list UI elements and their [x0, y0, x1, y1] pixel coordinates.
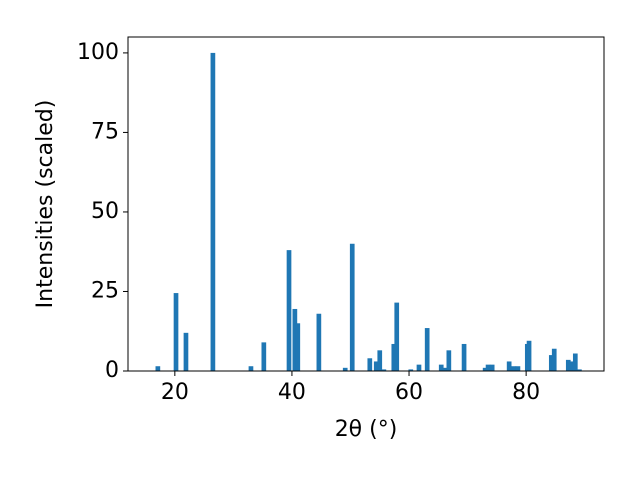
bar [424, 328, 430, 371]
bar [526, 340, 532, 371]
bar [438, 364, 444, 371]
bar [261, 342, 267, 371]
y-tick-label: 75 [91, 119, 119, 144]
y-tick-label: 0 [105, 358, 119, 383]
bar [292, 308, 298, 371]
bar [342, 367, 348, 371]
bar [572, 353, 578, 371]
bar [511, 366, 517, 371]
bar [568, 361, 574, 371]
bar [506, 361, 512, 371]
bar [515, 366, 521, 371]
bar [446, 350, 452, 371]
bar [367, 358, 373, 371]
bar [381, 369, 387, 371]
x-axis-label: 2θ (°) [335, 417, 398, 442]
bar [548, 355, 554, 371]
bar [373, 361, 379, 371]
bar [416, 364, 422, 371]
bar [408, 369, 414, 371]
bar [210, 52, 216, 372]
bar [565, 359, 571, 371]
bar [551, 348, 557, 371]
x-tick-label: 80 [512, 380, 540, 405]
bar [489, 364, 495, 371]
bar [286, 250, 292, 371]
bar [442, 367, 448, 371]
plot-frame [127, 36, 605, 372]
x-tick-label: 20 [161, 380, 189, 405]
x-tick-label: 40 [278, 380, 306, 405]
bar [485, 364, 491, 371]
bar [461, 343, 467, 371]
x-tick-label: 60 [395, 380, 423, 405]
y-tick-label: 100 [77, 40, 119, 65]
y-axis-label: Intensities (scaled) [33, 100, 58, 309]
bar [377, 350, 383, 371]
y-tick-label: 50 [91, 199, 119, 224]
bar [577, 369, 582, 371]
bar [391, 343, 397, 371]
bar [316, 313, 322, 371]
bar [482, 367, 488, 371]
bar [183, 332, 189, 371]
y-tick-label: 25 [91, 278, 119, 303]
bar [155, 366, 161, 371]
bar [394, 302, 400, 371]
bar [173, 293, 179, 371]
bar [295, 323, 301, 371]
bar [349, 243, 355, 371]
bar [248, 366, 254, 371]
